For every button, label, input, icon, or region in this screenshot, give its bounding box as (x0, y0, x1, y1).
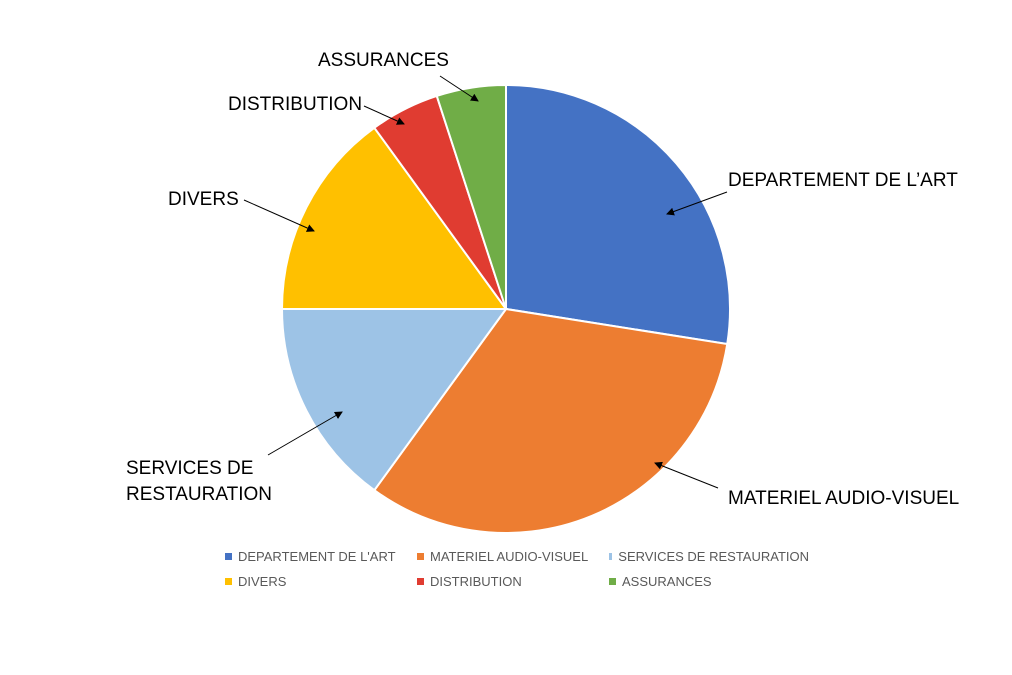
callout-arrow (363, 105, 405, 125)
pie-slice-divers (280, 126, 508, 310)
callout-arrow (439, 75, 479, 102)
callout-label-departement-de-l-art: DEPARTEMENT DE L’ART (728, 170, 958, 191)
legend-item: DISTRIBUTION (417, 574, 609, 589)
pie-slice-departement-de-l-art (505, 83, 731, 346)
legend-swatch (609, 553, 613, 560)
chart-legend: DEPARTEMENT DE L'ART MATERIEL AUDIO-VISU… (225, 549, 865, 589)
legend-swatch (417, 553, 424, 560)
legend-label: DISTRIBUTION (430, 574, 522, 589)
legend-swatch (225, 553, 232, 560)
callout-label-distribution: DISTRIBUTION (228, 94, 362, 115)
callout-arrow (654, 461, 719, 489)
legend-label: ASSURANCES (622, 574, 712, 589)
legend-item: SERVICES DE RESTAURATION (609, 549, 809, 564)
legend-swatch (609, 578, 616, 585)
callout-label-assurances: ASSURANCES (318, 50, 449, 71)
callout-label-services-de-restauration: SERVICES DE RESTAURATION (126, 458, 272, 505)
legend-item: ASSURANCES (609, 574, 809, 589)
callout-arrow (666, 191, 728, 216)
legend-label: MATERIEL AUDIO-VISUEL (430, 549, 589, 564)
pie-slice-assurances (435, 83, 507, 310)
legend-swatch (225, 578, 232, 585)
legend-item: DEPARTEMENT DE L'ART (225, 549, 417, 564)
callout-arrow (243, 199, 315, 232)
legend-item: DIVERS (225, 574, 417, 589)
legend-label: DEPARTEMENT DE L'ART (238, 549, 396, 564)
legend-label: DIVERS (238, 574, 287, 589)
legend-item: MATERIEL AUDIO-VISUEL (417, 549, 609, 564)
callout-arrow (267, 411, 343, 456)
callout-label-materiel-audio-visuel: MATERIEL AUDIO-VISUEL (728, 488, 959, 509)
pie-slice-services-de-restauration (280, 308, 508, 492)
pie-slice-materiel-audio-visuel (372, 307, 729, 534)
legend-label: SERVICES DE RESTAURATION (618, 549, 809, 564)
callout-label-divers: DIVERS (168, 189, 239, 210)
legend-swatch (417, 578, 424, 585)
